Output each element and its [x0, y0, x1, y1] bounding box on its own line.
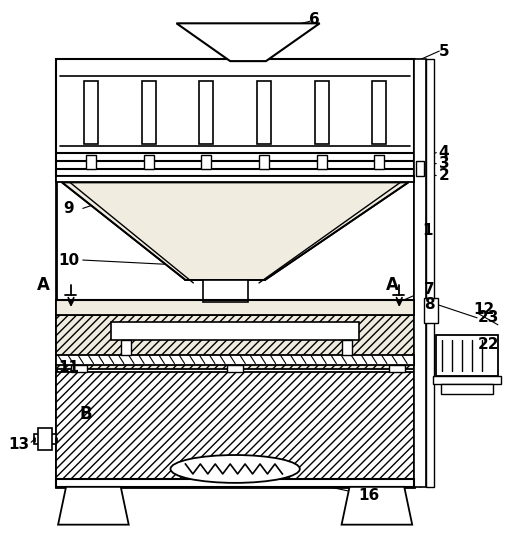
Bar — [341, 339, 351, 355]
Text: 7: 7 — [424, 282, 434, 298]
Bar — [141, 81, 156, 144]
Bar — [372, 81, 386, 144]
Bar — [111, 322, 359, 339]
Bar — [144, 155, 154, 168]
Text: 1: 1 — [422, 223, 432, 238]
Bar — [433, 376, 501, 384]
Bar — [121, 339, 130, 355]
Bar — [227, 364, 243, 372]
Bar — [84, 81, 98, 144]
Text: 22: 22 — [478, 337, 500, 352]
Bar — [38, 428, 52, 450]
Text: A: A — [37, 276, 49, 294]
Text: 9: 9 — [64, 201, 74, 216]
Text: 10: 10 — [58, 252, 79, 268]
Text: 8: 8 — [424, 298, 434, 312]
Bar — [56, 175, 414, 182]
Bar — [426, 59, 434, 487]
Bar — [257, 81, 271, 144]
Polygon shape — [176, 23, 320, 61]
Bar — [56, 59, 414, 487]
Bar — [424, 298, 438, 323]
Bar — [259, 155, 269, 168]
Bar — [56, 59, 414, 175]
Text: 16: 16 — [359, 488, 380, 503]
Bar — [203, 280, 248, 302]
Bar — [86, 155, 96, 168]
Bar — [317, 155, 327, 168]
Text: 2: 2 — [439, 168, 449, 183]
Bar — [56, 479, 414, 487]
Bar — [375, 155, 385, 168]
Bar — [414, 59, 426, 487]
Text: 23: 23 — [478, 310, 500, 325]
Bar — [56, 300, 414, 315]
Polygon shape — [58, 487, 129, 525]
Polygon shape — [341, 487, 412, 525]
Bar — [416, 161, 424, 175]
Bar — [441, 384, 493, 394]
Bar — [436, 334, 498, 376]
Text: 4: 4 — [439, 145, 449, 160]
Bar — [34, 434, 56, 444]
Bar — [71, 364, 87, 372]
Text: 5: 5 — [439, 43, 449, 59]
Bar — [56, 315, 414, 369]
Bar — [56, 372, 414, 487]
Text: 11: 11 — [58, 360, 79, 375]
Polygon shape — [62, 182, 408, 280]
Text: B: B — [79, 405, 92, 423]
Text: 3: 3 — [439, 156, 449, 171]
Text: A: A — [386, 276, 399, 294]
Text: 13: 13 — [9, 437, 30, 452]
Bar — [56, 355, 414, 364]
Ellipse shape — [170, 455, 300, 483]
Text: 12: 12 — [473, 302, 494, 317]
Bar — [315, 81, 329, 144]
Bar — [389, 364, 405, 372]
Bar — [201, 155, 211, 168]
Text: 6: 6 — [309, 12, 320, 27]
Bar — [199, 81, 213, 144]
